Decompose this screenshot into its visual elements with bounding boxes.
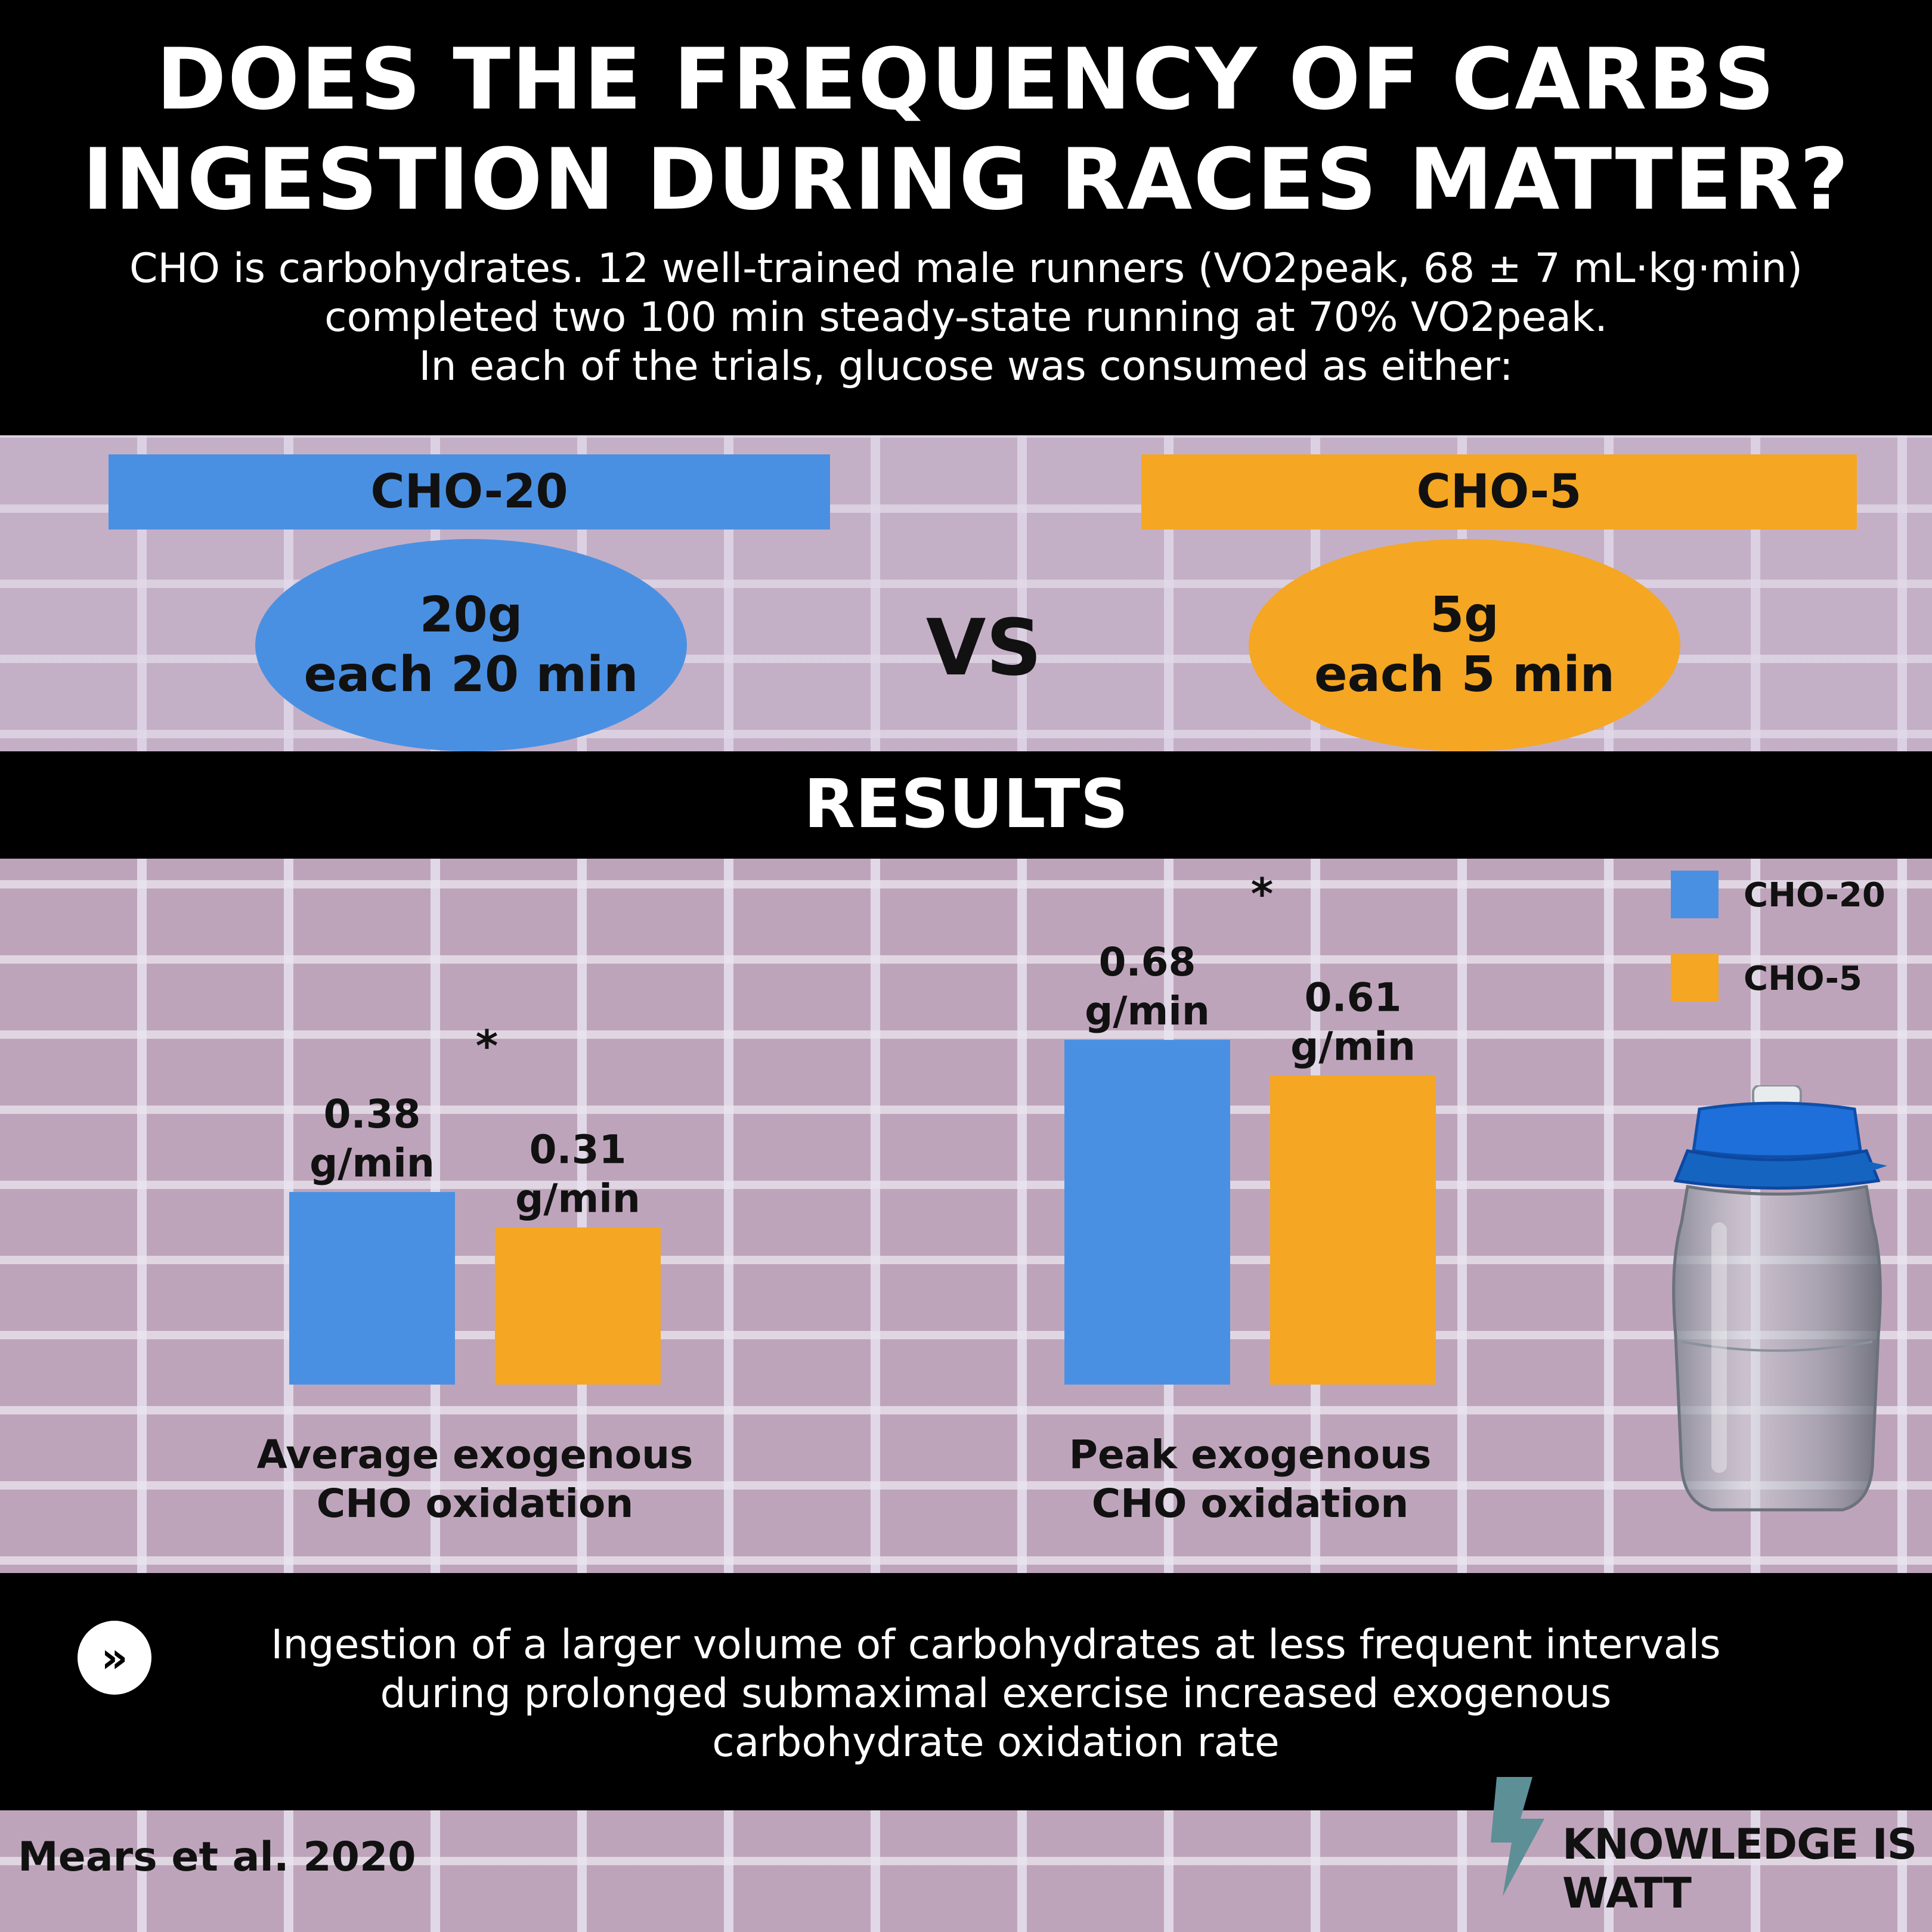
- brand-name: KNOWLEDGE IS WATT: [1562, 1820, 1917, 1918]
- legend-swatch-cho-5: [1671, 954, 1719, 1002]
- category-label-2: CHO oxidation: [1092, 1481, 1409, 1527]
- category-label-1: CHO oxidation: [317, 1481, 634, 1527]
- title-line-1: DOES THE FREQUENCY OF CARBS: [156, 30, 1776, 129]
- subtitle-line-2: completed two 100 min steady-state runni…: [324, 294, 1608, 341]
- results-bar-chart: 0.38g/min 0.31g/min*Average exogenousCHO …: [257, 869, 1885, 1527]
- study-description: CHO is carbohydrates. 12 well-trained ma…: [0, 244, 1932, 391]
- cho5-interval: each 5 min: [1314, 646, 1615, 703]
- category-label-1: Average exogenous: [257, 1432, 693, 1478]
- vs-label: VS: [925, 602, 1042, 693]
- cho20-interval: each 20 min: [304, 646, 639, 703]
- bar-cho-20-2: [1064, 1040, 1230, 1385]
- results-heading: RESULTS: [803, 766, 1129, 843]
- title-band: [0, 0, 1932, 435]
- bar-cho-5-1: [495, 1227, 661, 1385]
- data-label-cho-20-1: 0.38: [324, 1091, 421, 1137]
- conclusion-band: [0, 1573, 1932, 1810]
- data-label-cho-5-1: g/min: [515, 1176, 640, 1222]
- lightning-bolt-icon: [1491, 1777, 1544, 1896]
- data-label-cho-5-2: 0.61: [1305, 975, 1402, 1021]
- conclusion-line-3: carbohydrate oxidation rate: [712, 1719, 1280, 1766]
- cho20-dose: 20g: [419, 587, 523, 643]
- legend-label-cho-5: CHO-5: [1744, 959, 1862, 998]
- legend-swatch-cho-20: [1671, 871, 1719, 918]
- data-label-cho-5-2: g/min: [1290, 1024, 1416, 1070]
- conclusion-line-2: during prolonged submaximal exercise inc…: [380, 1670, 1612, 1717]
- significance-star: *: [476, 1021, 499, 1071]
- citation: Mears et al. 2020: [18, 1834, 416, 1881]
- water-bottle-icon: [1672, 1085, 1887, 1512]
- cho5-label: CHO-5: [1141, 454, 1857, 530]
- data-label-cho-20-2: 0.68: [1099, 939, 1196, 985]
- bar-cho-5-2: [1270, 1075, 1436, 1385]
- data-label-cho-5-1: 0.31: [530, 1127, 627, 1173]
- cho20-label: CHO-20: [109, 454, 830, 530]
- category-label-2: Peak exogenous: [1069, 1432, 1432, 1478]
- data-label-cho-20-1: g/min: [309, 1140, 435, 1186]
- cho20-dose-ellipse: 20g each 20 min: [255, 539, 687, 751]
- significance-star: *: [1251, 869, 1274, 919]
- data-label-cho-20-2: g/min: [1085, 988, 1210, 1034]
- double-chevron-icon: »: [78, 1621, 151, 1695]
- title-line-2: INGESTION DURING RACES MATTER?: [82, 131, 1850, 229]
- cho5-dose: 5g: [1430, 587, 1499, 643]
- legend-label-cho-20: CHO-20: [1744, 876, 1885, 915]
- cho5-dose-ellipse: 5g each 5 min: [1249, 539, 1680, 751]
- conclusion-text: Ingestion of a larger volume of carbohyd…: [179, 1621, 1813, 1767]
- results-band: [0, 751, 1932, 859]
- page-title: DOES THE FREQUENCY OF CARBS INGESTION DU…: [0, 30, 1932, 230]
- bar-cho-20-1: [289, 1192, 455, 1385]
- subtitle-line-1: CHO is carbohydrates. 12 well-trained ma…: [129, 245, 1803, 292]
- subtitle-line-3: In each of the trials, glucose was consu…: [419, 343, 1513, 390]
- conclusion-line-1: Ingestion of a larger volume of carbohyd…: [271, 1621, 1721, 1668]
